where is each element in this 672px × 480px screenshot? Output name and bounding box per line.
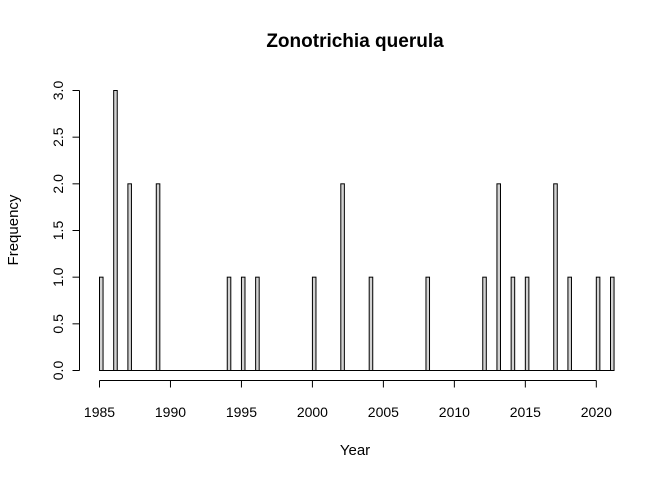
bar-1986 <box>113 90 118 371</box>
x-tick-label-2000: 2000 <box>297 404 328 420</box>
x-axis: 1985 1990 1995 2000 2005 2010 2015 2020 <box>84 380 612 420</box>
bar-2012 <box>482 276 487 372</box>
y-tick-label-0.0: 0.0 <box>50 361 66 381</box>
x-tick-label-2015: 2015 <box>510 404 541 420</box>
y-tick-label-3.0: 3.0 <box>50 81 66 101</box>
y-axis: 0.0 0.5 1.0 1.5 2.0 2.5 3.0 <box>50 81 80 381</box>
bar-2018 <box>567 276 572 372</box>
bar-2021 <box>610 276 615 372</box>
bar-1996 <box>255 276 260 372</box>
chart-title: Zonotrichia querula <box>266 31 444 52</box>
x-tick-label-2005: 2005 <box>368 404 399 420</box>
y-tick-label-2.0: 2.0 <box>50 174 66 194</box>
bar-2014 <box>510 276 516 372</box>
bar-2017 <box>553 183 558 371</box>
x-tick-label-1995: 1995 <box>226 404 257 420</box>
y-axis-label: Frequency <box>5 194 22 265</box>
x-tick-label-2010: 2010 <box>439 404 470 420</box>
bar-2015 <box>524 276 530 372</box>
x-tick-label-1985: 1985 <box>84 404 115 420</box>
bar-1985 <box>99 276 104 372</box>
bar-2002 <box>340 183 345 371</box>
y-tick-label-1.5: 1.5 <box>50 221 66 241</box>
bar-1989 <box>155 183 161 371</box>
x-tick-label-1990: 1990 <box>155 404 186 420</box>
bar-1994 <box>226 276 232 372</box>
bar-1987 <box>127 183 132 371</box>
bar-2013 <box>496 183 501 371</box>
y-tick-label-2.5: 2.5 <box>50 127 66 147</box>
bar-2000 <box>311 276 317 372</box>
x-axis-label: Year <box>340 442 370 459</box>
bar-2008 <box>425 276 431 372</box>
bar-1995 <box>240 276 246 372</box>
bar-2004 <box>368 276 374 372</box>
bars-group <box>99 90 615 372</box>
y-tick-label-0.5: 0.5 <box>50 314 66 334</box>
x-tick-label-2020: 2020 <box>581 404 612 420</box>
bar-2020 <box>595 276 601 372</box>
y-tick-label-1.0: 1.0 <box>50 267 66 287</box>
